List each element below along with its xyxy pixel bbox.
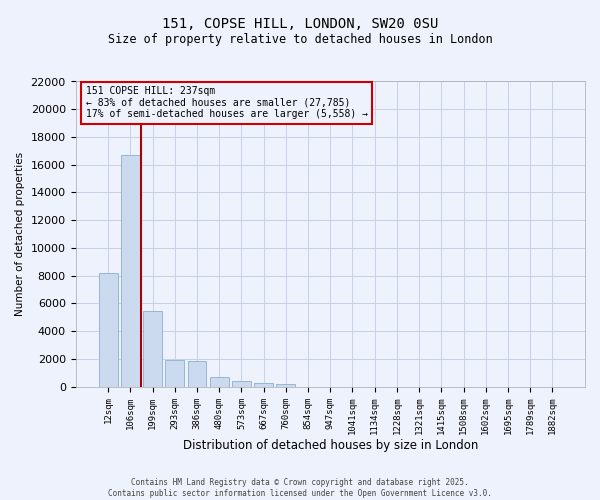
Bar <box>143 311 162 386</box>
X-axis label: Distribution of detached houses by size in London: Distribution of detached houses by size … <box>182 440 478 452</box>
Bar <box>210 377 229 386</box>
Bar <box>121 155 140 386</box>
Text: 151 COPSE HILL: 237sqm
← 83% of detached houses are smaller (27,785)
17% of semi: 151 COPSE HILL: 237sqm ← 83% of detached… <box>86 86 368 120</box>
Text: Size of property relative to detached houses in London: Size of property relative to detached ho… <box>107 32 493 46</box>
Y-axis label: Number of detached properties: Number of detached properties <box>15 152 25 316</box>
Bar <box>188 360 206 386</box>
Bar <box>166 360 184 386</box>
Text: 151, COPSE HILL, LONDON, SW20 0SU: 151, COPSE HILL, LONDON, SW20 0SU <box>162 18 438 32</box>
Bar <box>254 383 273 386</box>
Bar <box>98 273 118 386</box>
Bar <box>232 382 251 386</box>
Text: Contains HM Land Registry data © Crown copyright and database right 2025.
Contai: Contains HM Land Registry data © Crown c… <box>108 478 492 498</box>
Bar <box>277 384 295 386</box>
